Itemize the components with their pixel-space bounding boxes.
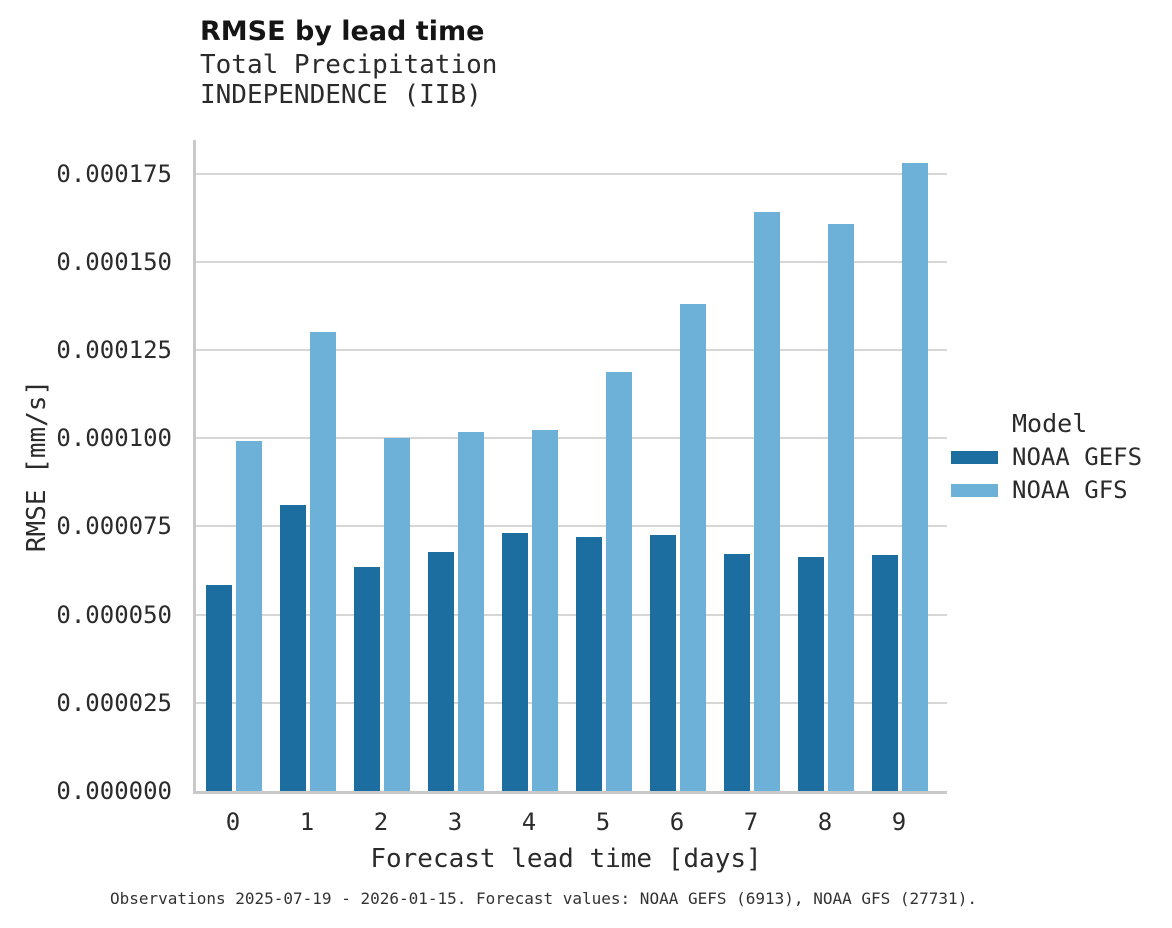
x-tick-label: 7 [743, 808, 759, 836]
legend-swatch [951, 450, 998, 464]
gridline [196, 437, 947, 440]
x-axis-title: Forecast lead time [days] [370, 844, 762, 874]
bar-noaa-gefs-lead-9 [871, 554, 898, 791]
bar-noaa-gfs-lead-2 [383, 437, 410, 791]
bar-noaa-gefs-lead-6 [649, 534, 676, 791]
plot-area [196, 140, 947, 791]
caption: Observations 2025-07-19 - 2026-01-15. Fo… [110, 889, 977, 908]
x-tick-label: 0 [225, 808, 241, 836]
y-tick-label: 0.000000 [56, 777, 172, 805]
x-tick-label: 6 [669, 808, 685, 836]
y-tick-label: 0.000150 [56, 247, 172, 276]
bar-noaa-gfs-lead-1 [309, 332, 336, 791]
y-tick-label: 0.000125 [56, 335, 172, 364]
x-axis-tick-labels: 0 1 2 3 4 5 6 7 8 9 [196, 807, 936, 839]
bar-noaa-gefs-lead-2 [353, 566, 380, 791]
y-axis-spine [193, 140, 196, 791]
gridline [196, 172, 947, 175]
chart-subtitle: Total Precipitation INDEPENDENCE (IIB) [200, 50, 497, 110]
bar-noaa-gfs-lead-7 [753, 212, 780, 791]
legend-label: NOAA GEFS [1012, 443, 1143, 471]
gridline [196, 260, 947, 263]
y-tick-label: 0.000025 [56, 688, 172, 717]
chart-subtitle-line2: INDEPENDENCE (IIB) [200, 80, 482, 110]
gridline [196, 701, 947, 704]
bar-noaa-gefs-lead-7 [723, 553, 750, 791]
bar-noaa-gfs-lead-3 [457, 432, 484, 791]
bar-noaa-gfs-lead-4 [531, 430, 558, 791]
legend-item-noaa-gefs: NOAA GEFS [951, 441, 1142, 473]
y-tick-label: 0.000075 [56, 512, 172, 541]
x-tick-label: 4 [521, 808, 537, 836]
x-tick-label: 2 [373, 808, 389, 836]
bar-noaa-gfs-lead-0 [235, 440, 262, 791]
x-tick-label: 5 [595, 808, 611, 836]
legend-label: NOAA GFS [1012, 476, 1128, 504]
gridline [196, 525, 947, 528]
bar-noaa-gefs-lead-3 [427, 551, 454, 791]
bar-noaa-gefs-lead-4 [501, 532, 528, 791]
bar-noaa-gefs-lead-1 [279, 505, 306, 791]
legend-item-noaa-gfs: NOAA GFS [951, 474, 1142, 506]
bar-noaa-gfs-lead-9 [901, 162, 928, 791]
x-axis-spine [193, 791, 947, 794]
legend-swatch [951, 483, 998, 497]
legend-title: Model [1012, 409, 1088, 438]
y-tick-label: 0.000050 [56, 600, 172, 629]
gridline [196, 348, 947, 351]
chart-title: RMSE by lead time [200, 16, 485, 47]
y-tick-label: 0.000100 [56, 424, 172, 453]
x-tick-label: 3 [447, 808, 463, 836]
gridline [196, 613, 947, 616]
legend: Model NOAA GEFS NOAA GFS [951, 408, 1142, 506]
bar-noaa-gfs-lead-6 [679, 304, 706, 791]
x-tick-label: 8 [817, 808, 833, 836]
bar-noaa-gfs-lead-5 [605, 371, 632, 791]
x-tick-label: 1 [299, 808, 315, 836]
bar-noaa-gfs-lead-8 [827, 223, 854, 791]
bar-noaa-gefs-lead-8 [797, 557, 824, 791]
x-tick-label: 9 [891, 808, 907, 836]
y-tick-label: 0.000175 [56, 159, 172, 188]
y-axis-tick-labels: 0.000000 0.000025 0.000050 0.000075 0.000100… [0, 140, 172, 805]
bar-noaa-gefs-lead-0 [205, 584, 232, 791]
chart-subtitle-line1: Total Precipitation [200, 50, 498, 80]
bar-noaa-gefs-lead-5 [575, 536, 602, 791]
